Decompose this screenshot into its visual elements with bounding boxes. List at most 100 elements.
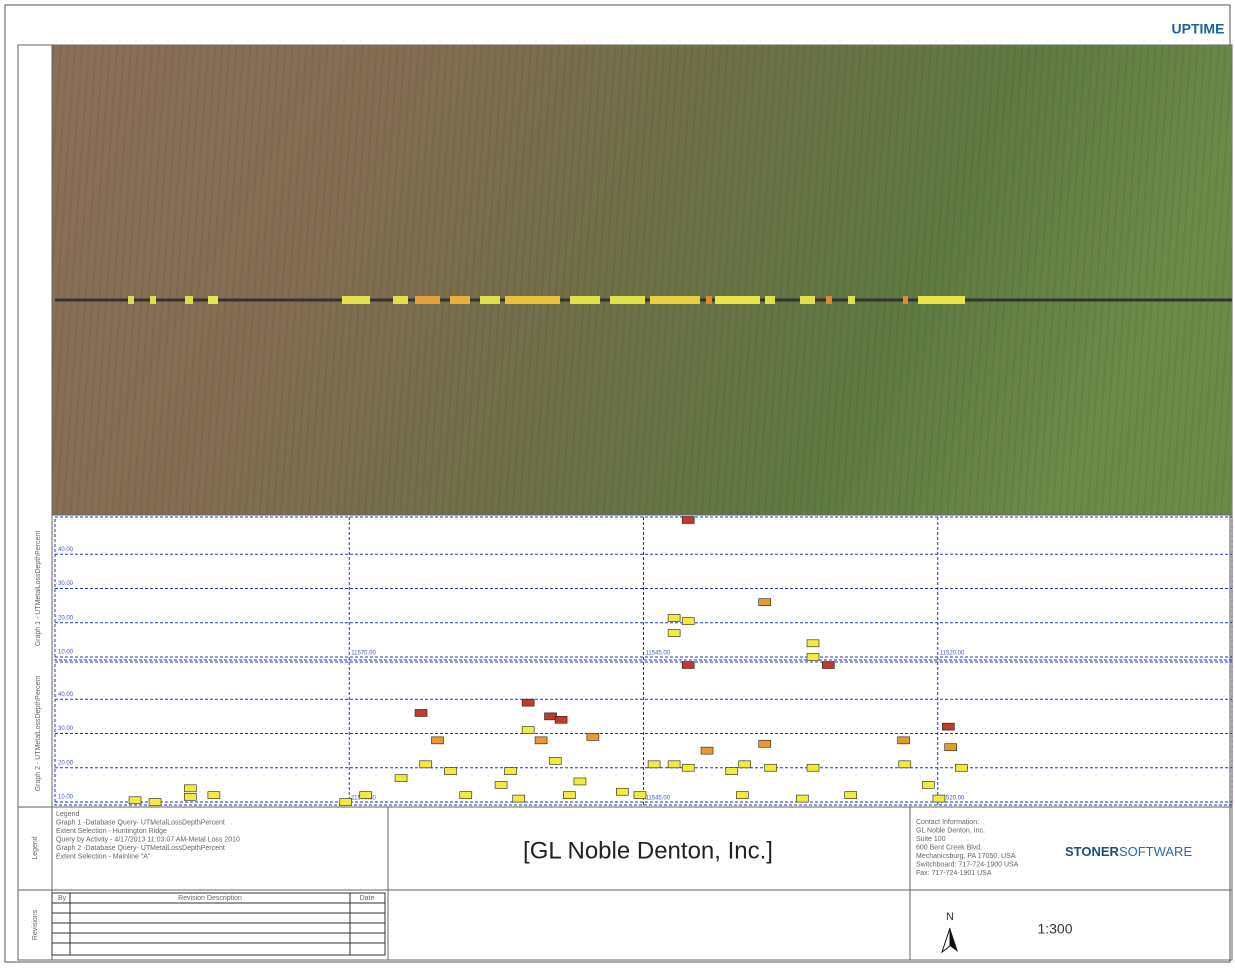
marker — [129, 797, 141, 804]
marker — [360, 792, 372, 799]
marker — [415, 709, 427, 716]
marker — [555, 716, 567, 723]
table-header: Revision Description — [178, 895, 242, 902]
pipe-segment — [450, 296, 470, 304]
marker — [682, 764, 694, 771]
marker — [444, 768, 456, 775]
logo-light: SOFTWARE — [1119, 844, 1193, 859]
marker — [668, 614, 680, 621]
contact-line: Contact Information: — [916, 819, 979, 826]
pipe-segment — [480, 296, 500, 304]
pipe-segment — [150, 296, 156, 304]
contact-line: Switchboard: 717-724-1900 USA — [916, 861, 1019, 868]
marker — [149, 799, 161, 806]
marker — [208, 792, 220, 799]
contact-line: GL Noble Denton, Inc. — [916, 827, 985, 834]
marker — [759, 599, 771, 606]
legend-line: Graph 2 -Database Query- UTMetalLossDept… — [56, 845, 225, 852]
pipe-segment — [415, 296, 440, 304]
x-tick-label: 11520.00 — [940, 651, 965, 657]
side-label: Legend — [32, 836, 39, 859]
marker — [522, 699, 534, 706]
logo-bold: STONER — [1065, 844, 1120, 859]
pipe-segment — [650, 296, 700, 304]
company-title: [GL Noble Denton, Inc.] — [523, 837, 773, 864]
pipe-segment — [208, 296, 218, 304]
marker — [420, 761, 432, 768]
marker — [504, 768, 516, 775]
marker — [922, 781, 934, 788]
marker — [942, 723, 954, 730]
marker — [759, 740, 771, 747]
marker — [807, 764, 819, 771]
y-tick-label: 20.00 — [58, 760, 74, 766]
marker — [574, 778, 586, 785]
marker — [634, 792, 646, 799]
pipe-segment — [505, 296, 560, 304]
table-header: By — [58, 895, 67, 902]
marker — [522, 727, 534, 734]
pipe-segment — [393, 296, 408, 304]
pipe-segment — [185, 296, 193, 304]
graph-label: Graph 2 - UTMetalLossDepthPercent — [35, 676, 42, 792]
field-rows — [52, 45, 1232, 515]
graph-label: Graph 1 - UTMetalLossDepthPercent — [35, 531, 42, 647]
marker — [616, 788, 628, 795]
pipe-segment — [848, 296, 855, 304]
marker — [945, 744, 957, 751]
y-tick-label: 20.00 — [58, 615, 74, 621]
marker — [765, 764, 777, 771]
y-tick-label: 40.00 — [58, 547, 74, 553]
marker — [184, 785, 196, 792]
marker — [682, 618, 694, 625]
pipe-segment — [800, 296, 815, 304]
marker — [340, 799, 352, 806]
y-tick-label: 30.00 — [58, 581, 74, 587]
marker — [955, 764, 967, 771]
contact-line: Fax: 717-724-1901 USA — [916, 870, 992, 877]
marker — [807, 640, 819, 647]
x-tick-label: 11545.00 — [646, 651, 671, 657]
contact-line: 600 Bent Creek Blvd. — [916, 844, 982, 851]
pipe-segment — [128, 296, 134, 304]
pipe-segment — [706, 296, 712, 304]
marker — [395, 775, 407, 782]
legend-line: Extent Selection - Mainline "A" — [56, 853, 151, 860]
marker — [535, 737, 547, 744]
marker — [796, 795, 808, 802]
marker — [726, 768, 738, 775]
marker — [513, 795, 525, 802]
marker — [701, 747, 713, 754]
marker — [682, 662, 694, 669]
x-tick-label: 11570.00 — [351, 651, 376, 657]
y-tick-label: 10.00 — [58, 795, 74, 801]
y-tick-label: 10.00 — [58, 650, 74, 656]
contact-line: Suite 100 — [916, 836, 946, 843]
pipe-segment — [918, 296, 965, 304]
y-tick-label: 30.00 — [58, 726, 74, 732]
uptime-logo: UPTIME — [1172, 21, 1225, 37]
legend-line: Extent Selection - Huntington Ridge — [56, 828, 167, 835]
side-label: Revisions — [32, 909, 39, 940]
stoner-logo: STONERSOFTWARE — [1065, 844, 1192, 859]
marker — [587, 733, 599, 740]
marker — [563, 792, 575, 799]
pipe-segment — [715, 296, 760, 304]
x-tick-label: 11545.00 — [646, 796, 671, 802]
alignment-sheet: UPTIME Graph 1 - UTMetalLossDepthPercent… — [0, 0, 1235, 966]
marker — [682, 517, 694, 524]
north-label: N — [946, 911, 954, 923]
marker — [549, 757, 561, 764]
marker — [736, 792, 748, 799]
scale-label: 1:300 — [1037, 921, 1072, 937]
marker — [899, 761, 911, 768]
marker — [432, 737, 444, 744]
pipe-segment — [765, 296, 775, 304]
marker — [545, 713, 557, 720]
marker — [495, 781, 507, 788]
marker — [648, 761, 660, 768]
marker — [668, 630, 680, 637]
marker — [184, 793, 196, 800]
pipe-segment — [610, 296, 645, 304]
contact-line: Mechanicsburg, PA 17050, USA — [916, 853, 1016, 860]
